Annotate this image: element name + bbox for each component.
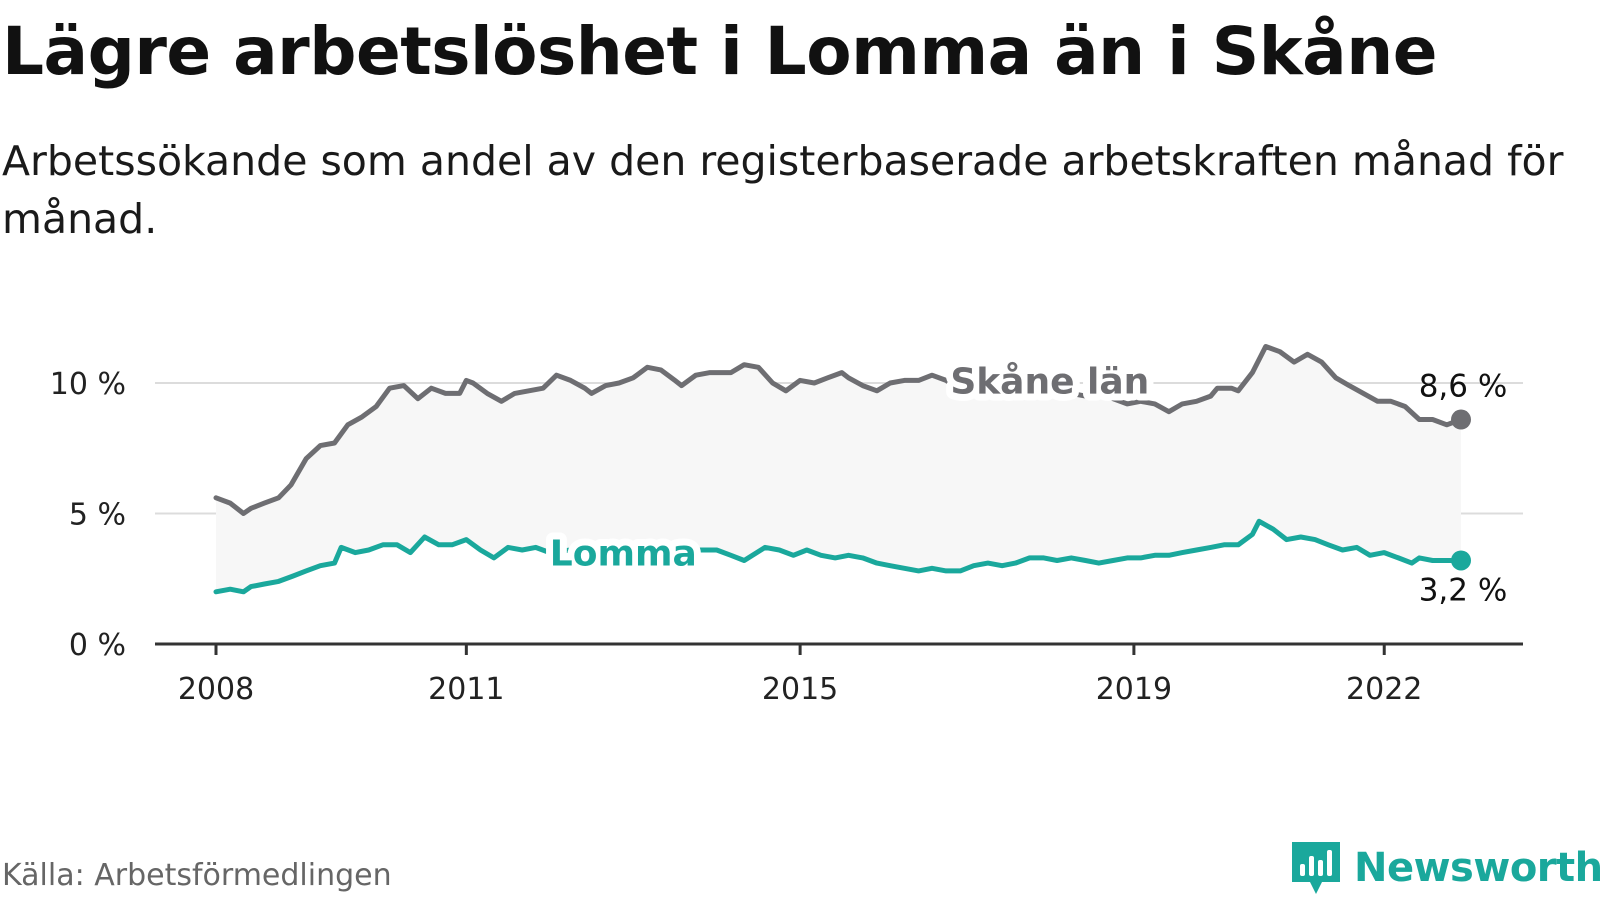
brand-logo: Newsworthy xyxy=(1288,838,1600,898)
end-marker-sk-ne-l-n xyxy=(1451,409,1471,430)
newsworthy-logo-icon xyxy=(1292,842,1340,894)
end-label-lomma: 3,2 % xyxy=(1419,572,1508,608)
line-chart: 2008 2011 2015 2019 2022 0 % 5 % 10 % Skåne lä… xyxy=(50,344,1523,707)
chart-subtitle: Arbetssökande som andel av den registerb… xyxy=(2,137,1564,243)
x-tick-label: 2019 xyxy=(1096,672,1172,707)
x-tick-label: 2011 xyxy=(428,672,504,707)
end-marker-lomma xyxy=(1451,550,1471,571)
source-note: Källa: Arbetsförmedlingen xyxy=(2,858,392,893)
area-between-series xyxy=(216,346,1461,592)
chart-title: Lägre arbetslöshet i Lomma än i Skåne xyxy=(2,13,1437,90)
series-label-sk-ne-l-n: Skåne län xyxy=(950,361,1149,402)
y-tick-label: 10 % xyxy=(50,367,126,402)
end-markers: 8,6 % 3,2 % xyxy=(1419,369,1508,609)
brand-name: Newsworthy xyxy=(1354,845,1600,891)
series-line-sk-ne-l-n xyxy=(213,344,1464,516)
series-label-halo: Lomma xyxy=(550,534,697,575)
series-line-lomma xyxy=(213,518,1464,595)
series-label-lomma: Lomma xyxy=(550,534,697,575)
series-lines xyxy=(213,344,1464,595)
series-label-halo: Skåne län xyxy=(950,361,1149,402)
end-label-sk-ne-l-n: 8,6 % xyxy=(1419,369,1508,405)
y-axis: 0 % 5 % 10 % xyxy=(50,367,126,663)
x-tick-label: 2022 xyxy=(1346,672,1422,707)
y-tick-label: 5 % xyxy=(69,498,126,533)
y-tick-label: 0 % xyxy=(69,628,126,663)
x-tick-label: 2008 xyxy=(178,672,254,707)
x-axis: 2008 2011 2015 2019 2022 xyxy=(155,642,1523,707)
x-tick-label: 2015 xyxy=(762,672,838,707)
